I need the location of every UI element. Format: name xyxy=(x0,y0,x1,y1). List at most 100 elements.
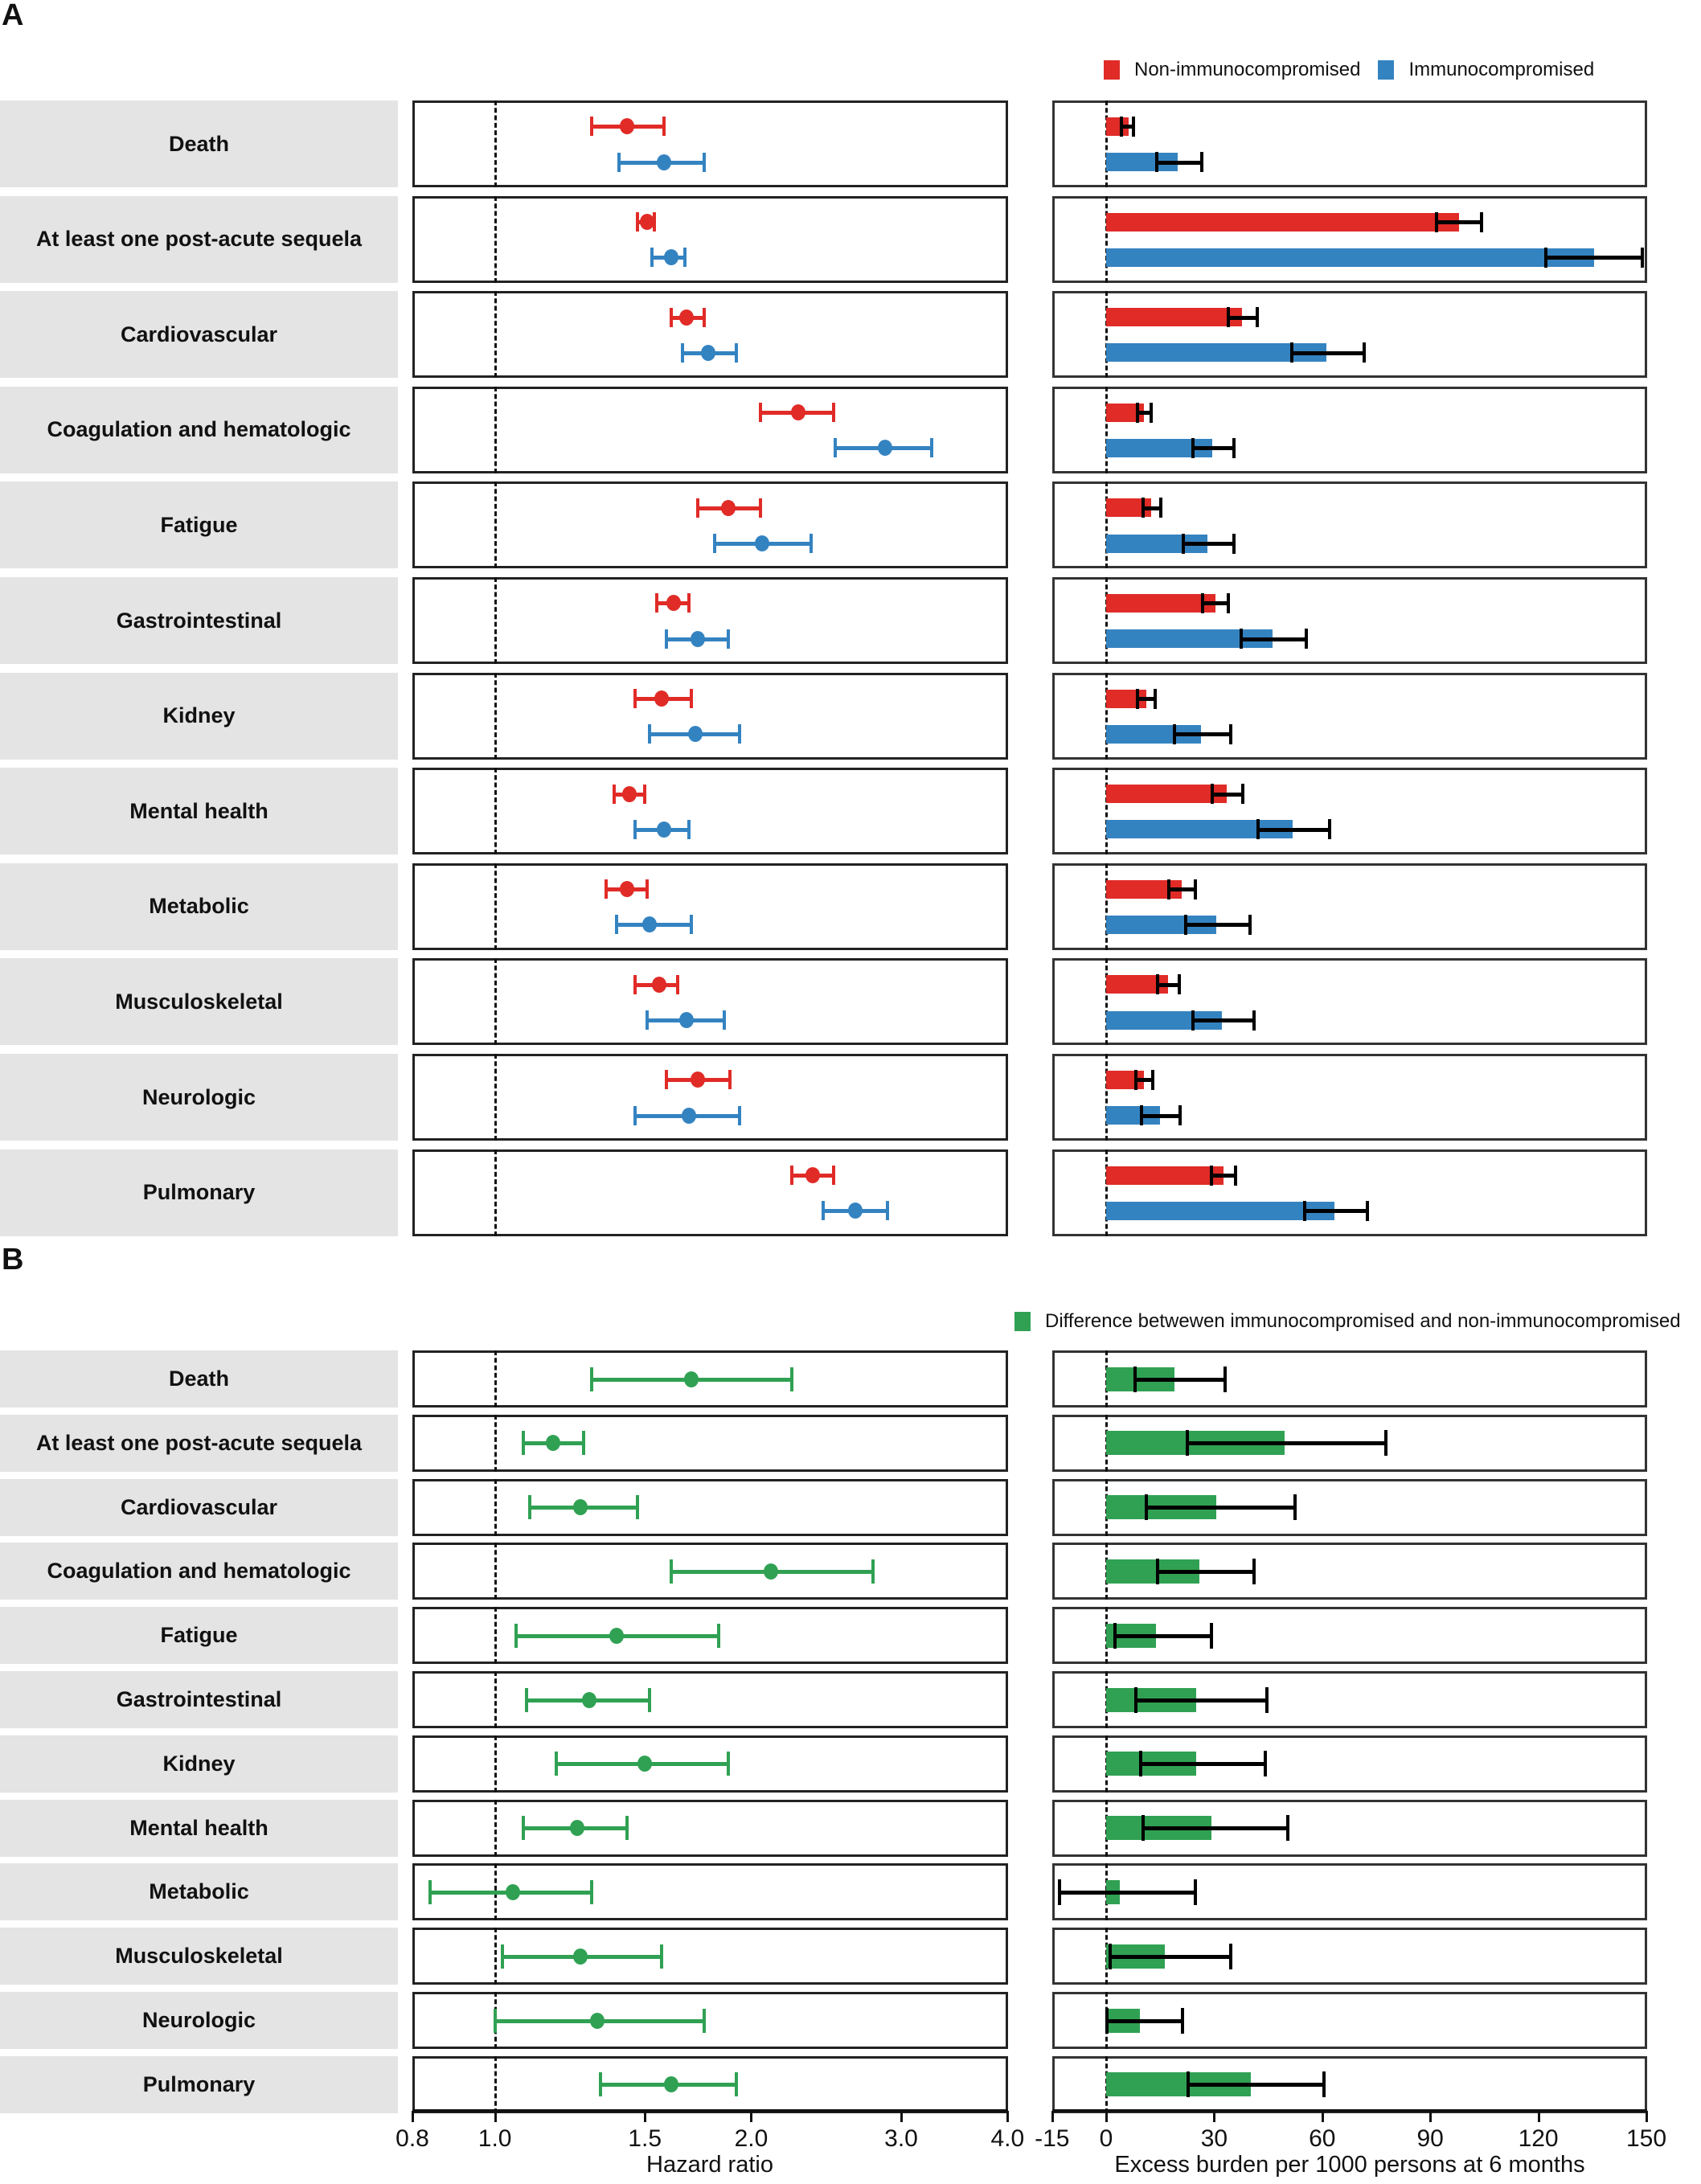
point-estimate xyxy=(805,1167,820,1183)
error-cap-low xyxy=(1200,592,1204,613)
error-cap-low xyxy=(1543,247,1547,268)
burden-bar xyxy=(1106,153,1178,172)
error-cap-high xyxy=(1132,116,1136,137)
ci-cap-low xyxy=(633,1105,637,1125)
burden-bar xyxy=(1106,438,1213,457)
error-bar xyxy=(1106,2018,1183,2023)
error-cap-high xyxy=(1255,307,1259,328)
excess-burden-panel xyxy=(1052,481,1647,569)
excess-burden-panel xyxy=(1052,1863,1647,1921)
ci-cap-high xyxy=(885,1201,889,1221)
ci-cap-low xyxy=(669,307,673,327)
burden-bar xyxy=(1106,915,1217,934)
reference-line-zero xyxy=(1105,577,1108,664)
error-cap-low xyxy=(1145,1494,1149,1521)
error-cap-low xyxy=(1256,819,1260,840)
ci-cap-high xyxy=(734,342,738,363)
ci-cap-high xyxy=(676,974,680,994)
error-cap-low xyxy=(1135,402,1139,423)
burden-bar xyxy=(1106,403,1145,422)
legend-swatch-red-icon xyxy=(1104,60,1120,80)
error-cap-low xyxy=(1210,1165,1214,1186)
burden-bar xyxy=(1106,248,1594,267)
burden-tick-label: 30 xyxy=(1200,2125,1228,2152)
ci-cap-low xyxy=(554,1752,558,1776)
burden-axis-tick xyxy=(1105,2111,1108,2122)
burden-bar xyxy=(1106,1106,1160,1125)
error-cap-low xyxy=(1105,2007,1109,2034)
excess-burden-panel xyxy=(1052,577,1647,664)
error-cap-low xyxy=(1109,1943,1113,1969)
error-bar xyxy=(1292,350,1364,355)
ci-cap-low xyxy=(655,593,659,613)
error-cap-high xyxy=(1229,723,1232,744)
ci-cap-high xyxy=(581,1431,585,1456)
row-label: Cardiovascular xyxy=(0,291,398,379)
point-estimate xyxy=(683,1371,699,1387)
error-cap-low xyxy=(1191,1010,1195,1031)
burden-bar xyxy=(1106,498,1152,518)
reference-line-hr-1 xyxy=(494,291,497,379)
reference-line-hr-1 xyxy=(494,2055,497,2113)
error-cap-low xyxy=(1119,116,1123,137)
reference-line-hr-1 xyxy=(494,768,497,855)
error-cap-high xyxy=(1228,1943,1232,1969)
reference-line-zero xyxy=(1105,195,1108,283)
excess-burden-panel xyxy=(1052,195,1647,283)
error-cap-low xyxy=(1113,1622,1117,1649)
point-estimate xyxy=(654,690,670,707)
error-cap-low xyxy=(1211,784,1215,805)
error-bar xyxy=(1183,542,1235,547)
point-estimate xyxy=(657,154,672,170)
reference-line-zero xyxy=(1105,1054,1108,1141)
error-cap-high xyxy=(1232,533,1236,554)
error-cap-low xyxy=(1155,152,1159,173)
hazard-ratio-panel xyxy=(412,195,1008,283)
reference-line-hr-1 xyxy=(494,958,497,1046)
error-bar xyxy=(1168,887,1196,892)
error-cap-high xyxy=(1158,498,1162,518)
hazard-ratio-panel xyxy=(412,1735,1008,1793)
ci-cap-low xyxy=(528,1495,532,1520)
row-label: Neurologic xyxy=(0,1054,398,1141)
ci-cap-high xyxy=(738,1105,742,1125)
legend-label: Immunocompromised xyxy=(1408,59,1595,80)
ci-cap-high xyxy=(727,629,731,649)
hr-tick-label: 4.0 xyxy=(990,2125,1025,2152)
point-estimate xyxy=(620,118,635,135)
error-cap-high xyxy=(1322,2071,1326,2098)
error-cap-high xyxy=(1327,819,1331,840)
row-label: Pulmonary xyxy=(0,2055,398,2113)
hr-tick-label: 0.8 xyxy=(396,2125,429,2152)
error-cap-high xyxy=(1285,1815,1289,1842)
row-label: Neurologic xyxy=(0,1992,398,2049)
ci-cap-low xyxy=(633,974,637,994)
burden-tick-label: 120 xyxy=(1518,2125,1559,2152)
error-cap-high xyxy=(1153,688,1157,709)
error-bar xyxy=(1202,601,1228,606)
error-cap-high xyxy=(1304,629,1308,649)
reference-line-hr-1 xyxy=(494,1671,497,1728)
ci-cap-high xyxy=(930,438,934,458)
reference-line-zero xyxy=(1105,291,1108,379)
reference-line-hr-1 xyxy=(494,1350,497,1408)
burden-bar xyxy=(1106,308,1243,327)
hazard-ratio-panel xyxy=(412,1149,1008,1236)
row-label: Cardiovascular xyxy=(0,1478,398,1536)
error-cap-high xyxy=(1366,1200,1370,1221)
ci-cap-high xyxy=(832,403,836,423)
hazard-ratio-panel xyxy=(412,768,1008,855)
error-bar xyxy=(1137,697,1155,701)
row-label: Death xyxy=(0,100,398,187)
ci-cap-high xyxy=(646,879,650,899)
hazard-ratio-panel xyxy=(412,1671,1008,1728)
burden-bar xyxy=(1106,724,1201,744)
ci-cap-high xyxy=(687,593,691,613)
point-estimate xyxy=(570,1820,585,1837)
error-cap-high xyxy=(1177,974,1181,995)
point-estimate xyxy=(640,214,655,230)
ci-cap-low xyxy=(590,117,594,137)
ci-cap-high xyxy=(660,1944,664,1969)
error-bar xyxy=(1142,506,1161,510)
hazard-ratio-panel xyxy=(412,863,1008,950)
